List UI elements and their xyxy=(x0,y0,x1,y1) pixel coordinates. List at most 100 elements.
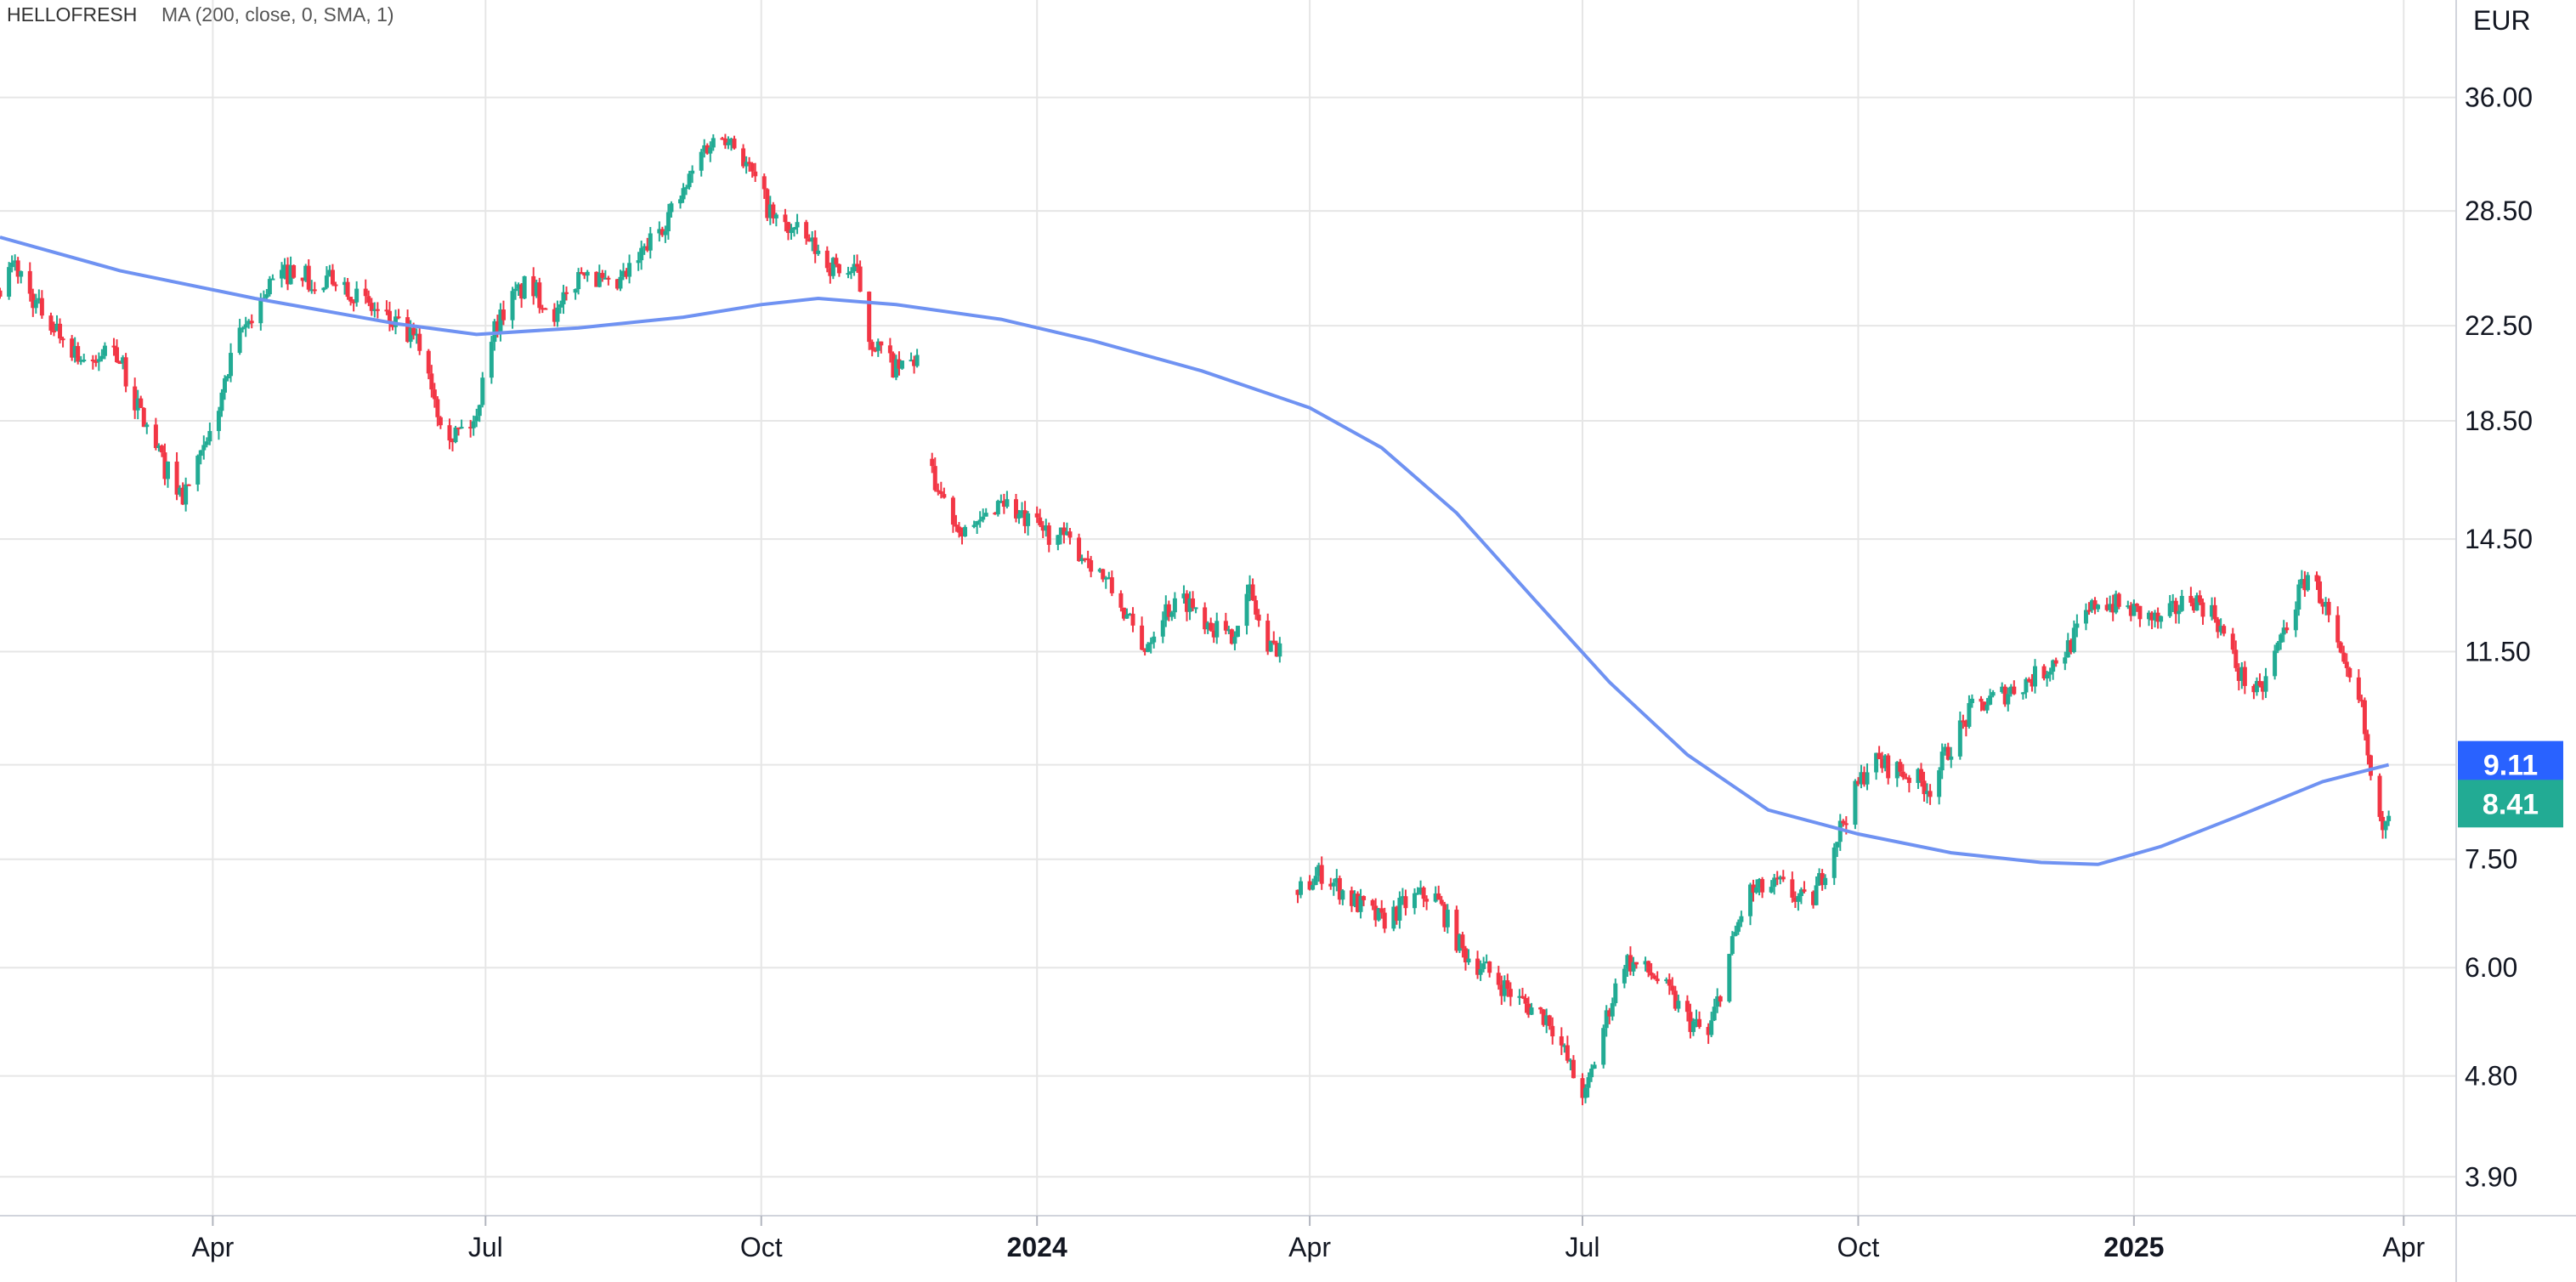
candle-body xyxy=(2137,605,2143,620)
candle xyxy=(15,257,20,284)
candle-body xyxy=(1583,1087,1588,1098)
candle xyxy=(1906,774,1911,793)
candle xyxy=(39,290,44,319)
candle-body xyxy=(1016,513,1022,519)
candle-body xyxy=(1376,908,1381,921)
candle xyxy=(1484,954,1489,964)
candle-body xyxy=(1957,720,1962,757)
candle xyxy=(1379,899,1384,919)
candle xyxy=(2359,695,2364,707)
candle xyxy=(1733,925,1738,937)
candle-body xyxy=(687,173,692,188)
candle xyxy=(309,280,314,294)
ma-line xyxy=(0,235,2390,866)
y-tick-label: 36.00 xyxy=(2465,82,2533,113)
candle xyxy=(2188,587,2194,607)
candle xyxy=(2335,606,2341,649)
candle-body xyxy=(663,230,668,235)
candle-body xyxy=(1918,769,1923,781)
candle xyxy=(1248,575,1253,602)
candle xyxy=(9,255,14,273)
candle xyxy=(977,511,982,528)
candle xyxy=(414,328,419,344)
candle xyxy=(2239,661,2245,689)
candle-body xyxy=(1855,780,1860,785)
candle xyxy=(573,288,578,300)
candle-body xyxy=(807,238,812,242)
candle xyxy=(561,285,566,315)
y-tick-label: 6.00 xyxy=(2465,952,2517,983)
candle xyxy=(2347,667,2352,683)
candle-body xyxy=(1101,569,1106,580)
candle-body xyxy=(1026,513,1031,526)
candle xyxy=(1193,607,1198,614)
candle-body xyxy=(2377,775,2382,817)
candle-body xyxy=(13,260,18,263)
candle-body xyxy=(139,398,144,408)
candle xyxy=(1979,695,1984,712)
candle xyxy=(1939,743,1945,780)
candle xyxy=(31,288,36,317)
candle xyxy=(522,275,527,300)
candle-body xyxy=(477,405,482,417)
candle-body xyxy=(2026,678,2031,682)
candle-body xyxy=(2239,667,2245,681)
candle xyxy=(1798,887,1803,905)
candle-body xyxy=(552,309,557,322)
candle xyxy=(2069,638,2074,655)
candle xyxy=(1373,898,1379,927)
candle-body xyxy=(849,271,854,274)
indicator-label[interactable]: MA (200, close, 0, SMA, 1) xyxy=(161,3,394,26)
candle-body xyxy=(153,424,158,448)
candle xyxy=(165,461,170,488)
candle xyxy=(1652,973,1657,980)
candle-body xyxy=(96,359,101,362)
candle-body xyxy=(54,323,59,332)
candle xyxy=(771,201,776,224)
candle xyxy=(594,271,599,287)
candle xyxy=(264,288,269,300)
candle xyxy=(1580,1073,1585,1106)
candle-body xyxy=(2092,600,2098,610)
candle-body xyxy=(1613,983,1618,1004)
candle-body xyxy=(345,281,350,298)
candle-body xyxy=(1778,876,1783,880)
candle xyxy=(1544,1008,1549,1034)
candle xyxy=(2284,621,2290,633)
candle xyxy=(627,254,632,284)
candle xyxy=(1583,1084,1588,1103)
candle xyxy=(2200,598,2205,625)
candle-body xyxy=(1013,499,1018,519)
candle xyxy=(1421,886,1426,908)
candle-body xyxy=(225,376,230,379)
candle xyxy=(2324,597,2329,615)
candle xyxy=(1209,617,1214,632)
candle-body xyxy=(2338,642,2343,653)
y-tick-label: 4.80 xyxy=(2465,1061,2517,1092)
candle-body xyxy=(783,214,788,223)
candle-body xyxy=(343,281,348,286)
candle-body xyxy=(333,284,338,286)
candle-body xyxy=(2116,593,2121,607)
candle-body xyxy=(1214,621,1220,638)
candle xyxy=(1163,595,1169,627)
candle xyxy=(510,286,515,329)
candle-body xyxy=(489,342,494,378)
candle xyxy=(783,208,788,232)
candle-body xyxy=(2275,642,2280,651)
candle-body xyxy=(1688,1012,1693,1032)
candle xyxy=(144,422,150,434)
candle-body xyxy=(2104,604,2109,610)
candle-body xyxy=(702,145,707,152)
candle-body xyxy=(1592,1064,1597,1069)
candle xyxy=(1520,987,1525,1000)
candle xyxy=(2026,677,2031,683)
candle-body xyxy=(292,265,297,278)
candle-body xyxy=(1421,887,1426,899)
candle-body xyxy=(2008,686,2013,695)
candle-body xyxy=(519,284,524,299)
candle xyxy=(942,487,947,499)
candle xyxy=(1655,971,1660,984)
candle-body xyxy=(1124,615,1129,619)
